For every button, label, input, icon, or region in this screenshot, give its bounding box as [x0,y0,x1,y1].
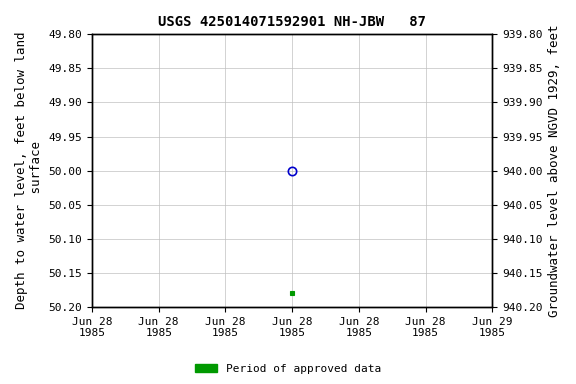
Y-axis label: Groundwater level above NGVD 1929, feet: Groundwater level above NGVD 1929, feet [548,25,561,317]
Title: USGS 425014071592901 NH-JBW   87: USGS 425014071592901 NH-JBW 87 [158,15,426,29]
Y-axis label: Depth to water level, feet below land
 surface: Depth to water level, feet below land su… [15,32,43,310]
Legend: Period of approved data: Period of approved data [191,359,385,379]
